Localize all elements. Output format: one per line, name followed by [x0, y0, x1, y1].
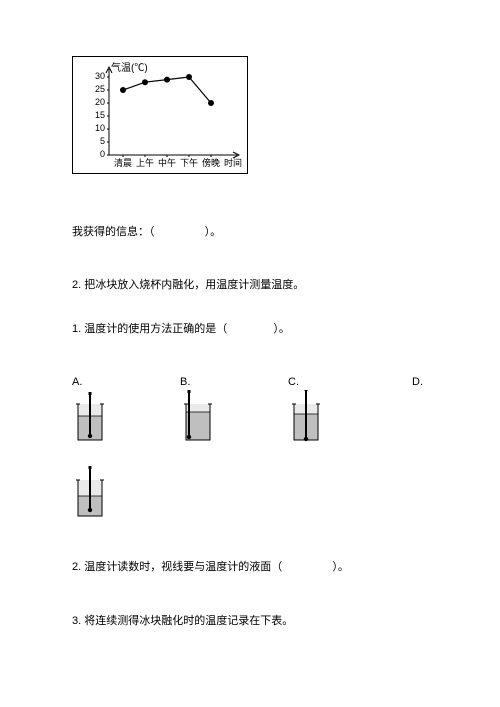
beaker-c-icon: [288, 390, 326, 444]
info-line: 我获得的信息：（ ）。: [72, 225, 221, 240]
svg-text:0: 0: [100, 149, 105, 159]
option-d[interactable]: D.: [412, 376, 452, 388]
q2-1-close: ）。: [273, 323, 290, 335]
option-b-label: B.: [180, 376, 190, 388]
q2-3-text: 3. 将连续测得冰块融化时的温度记录在下表。: [72, 615, 293, 627]
q2-1-text: 1. 温度计的使用方法正确的是（: [72, 323, 227, 335]
temperature-chart: 气温(℃) 0 5 10 15 20 25 30 清晨 上午 中午 下午 傍晚 …: [72, 56, 248, 174]
info-text: 我获得的信息：（: [72, 226, 155, 238]
q2-text: 2. 把冰块放入烧杯内融化，用温度计测量温度。: [72, 279, 304, 291]
option-b[interactable]: B.: [180, 376, 260, 444]
chart-x-labels: 清晨 上午 中午 下午 傍晚 时间: [114, 157, 242, 168]
svg-text:15: 15: [95, 110, 105, 120]
q2-2-line: 2. 温度计读数时，视线要与温度计的液面（ ）。: [72, 560, 349, 575]
svg-text:傍晚: 傍晚: [202, 157, 220, 168]
option-a-label: A.: [72, 376, 82, 388]
q2-1-blank: [230, 322, 270, 337]
option-c[interactable]: C.: [288, 376, 368, 444]
q2-1-line: 1. 温度计的使用方法正确的是（ ）。: [72, 322, 290, 337]
svg-text:上午: 上午: [136, 157, 154, 168]
svg-text:下午: 下午: [180, 157, 198, 168]
option-a[interactable]: A.: [72, 376, 152, 444]
q2-2-text: 2. 温度计读数时，视线要与温度计的液面（: [72, 561, 282, 573]
chart-y-ticks: 0 5 10 15 20 25 30: [95, 71, 109, 159]
svg-text:30: 30: [95, 71, 105, 81]
q2-2-blank: [285, 560, 329, 575]
q2-line: 2. 把冰块放入烧杯内融化，用温度计测量温度。: [72, 278, 304, 293]
svg-text:中午: 中午: [158, 157, 176, 168]
svg-text:25: 25: [95, 84, 105, 94]
q2-2-close: ）。: [332, 561, 349, 573]
svg-text:时间: 时间: [224, 157, 242, 168]
svg-text:5: 5: [100, 136, 105, 146]
svg-text:20: 20: [95, 97, 105, 107]
q2-3-line: 3. 将连续测得冰块融化时的温度记录在下表。: [72, 614, 293, 629]
option-c-label: C.: [288, 376, 299, 388]
svg-text:清晨: 清晨: [114, 157, 132, 168]
beaker-d-icon: [72, 466, 110, 520]
option-d-label: D.: [412, 376, 423, 388]
chart-svg: 气温(℃) 0 5 10 15 20 25 30 清晨 上午 中午 下午 傍晚 …: [77, 61, 243, 169]
beaker-b-icon: [180, 390, 218, 444]
info-blank: [158, 225, 202, 240]
beaker-a-icon: [72, 390, 110, 444]
chart-y-title: 气温(℃): [111, 61, 148, 74]
chart-inner: 气温(℃) 0 5 10 15 20 25 30 清晨 上午 中午 下午 傍晚 …: [77, 61, 243, 169]
option-d-figure: [72, 464, 152, 520]
info-close: ）。: [205, 226, 222, 238]
svg-text:10: 10: [95, 123, 105, 133]
